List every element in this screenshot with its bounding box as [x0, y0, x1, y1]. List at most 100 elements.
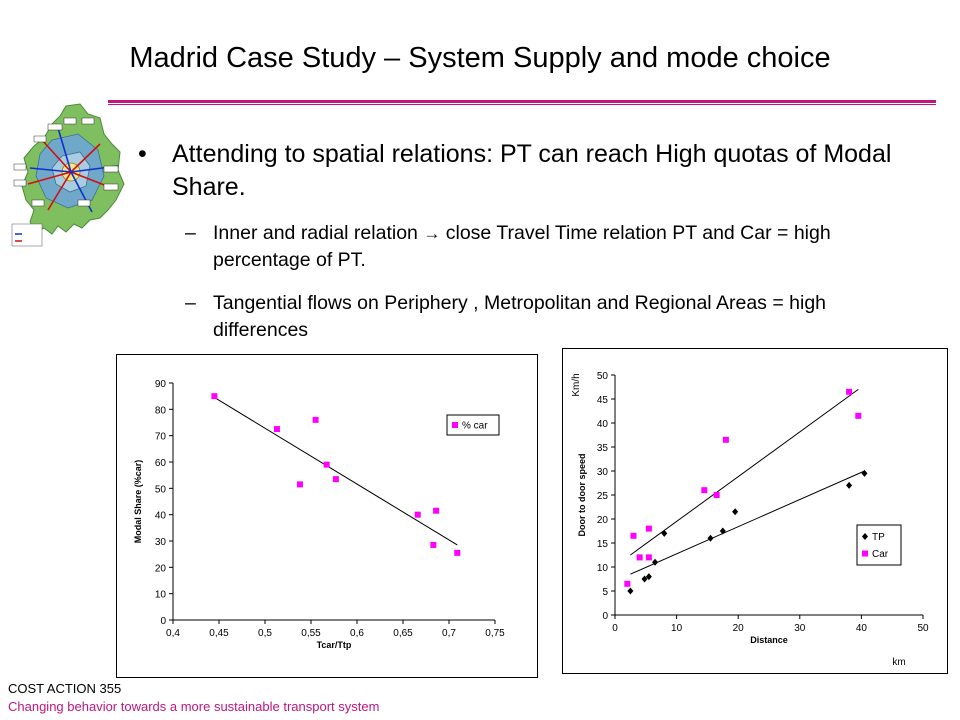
data-point-car: [332, 476, 339, 483]
y-axis-label: Door to door speed: [577, 454, 587, 537]
madrid-region-map: [11, 103, 125, 247]
data-point-car: [273, 426, 280, 433]
x-tick-label: 40: [856, 623, 868, 634]
data-point-car: [855, 412, 862, 419]
sub-bullet-2: Tangential flows on Periphery , Metropol…: [213, 292, 827, 341]
y-tick-label: 70: [155, 432, 167, 443]
y-tick-label: 0: [602, 611, 608, 622]
data-point-tp: [861, 469, 868, 477]
footer-subtitle: Changing behavior towards a more sustain…: [8, 699, 380, 714]
title-divider-thin: [108, 104, 936, 105]
y-tick-label: 10: [155, 590, 167, 601]
data-point-car: [312, 416, 319, 423]
x-unit-label: km: [892, 657, 905, 668]
data-point-car: [624, 580, 631, 587]
legend-box: [446, 414, 500, 436]
data-point-tp: [732, 508, 739, 516]
arrow-icon: →: [423, 224, 441, 243]
y-tick-label: 50: [155, 484, 167, 495]
data-point-car: [211, 393, 218, 400]
data-point-car: [296, 481, 303, 488]
sub-bullet-1: Inner and radial relation → close Travel…: [213, 220, 913, 274]
legend-marker: [862, 533, 868, 540]
x-tick-label: 0,45: [209, 628, 229, 639]
modal-share-chart: 0 10 20 30 40 50 60 70 80 90 0,4 0,45 0,5 0,55 0,6 0,65…: [116, 354, 538, 678]
x-tick-label: 0,75: [485, 628, 505, 639]
legend-marker: [452, 422, 458, 428]
y-tick-label: 35: [597, 443, 609, 454]
data-point-tp: [661, 529, 668, 537]
sub-bullet-1-lead: Inner and radial relation: [213, 222, 418, 244]
data-point-car: [846, 388, 853, 395]
trendline: [214, 397, 458, 546]
sub-bullet-dash: –: [185, 292, 196, 314]
data-point-car: [323, 461, 330, 468]
sub-bullet-1-rest: close Travel Time relation PT and Car = …: [213, 222, 831, 271]
sub-bullet-dash: –: [185, 222, 196, 244]
footer-organization: COST ACTION 355: [8, 681, 122, 696]
data-point-car: [636, 554, 643, 561]
y-unit-label: Km/h: [571, 373, 582, 396]
legend-label: Car: [872, 549, 889, 560]
legend-box: [856, 524, 902, 566]
x-tick-label: 0,4: [166, 628, 180, 639]
main-bullet: Attending to spatial relations: PT can r…: [172, 140, 892, 201]
y-tick-label: 20: [155, 563, 167, 574]
x-tick-label: 30: [794, 623, 806, 634]
legend-label: % car: [462, 421, 488, 432]
data-point-tp: [645, 573, 652, 581]
y-tick-label: 90: [155, 379, 167, 390]
x-tick-label: 0: [612, 623, 618, 634]
y-tick-label: 0: [160, 616, 166, 627]
y-tick-label: 30: [155, 537, 167, 548]
legend-marker: [862, 550, 868, 557]
speed-distance-plot: 0 5 10 15 20 25 30 35 40 45 50 0 10 20 30 40 50 Distance D…: [571, 371, 929, 668]
data-point-car: [430, 541, 437, 548]
y-tick-label: 40: [155, 511, 167, 522]
x-tick-label: 0,5: [258, 628, 272, 639]
data-point-tp: [641, 575, 648, 583]
data-point-car: [645, 525, 652, 532]
x-tick-label: 20: [733, 623, 745, 634]
data-point-car: [713, 492, 720, 498]
x-axis-label: Tcar/Ttp: [317, 640, 352, 650]
bullet-marker: •: [138, 140, 147, 168]
legend-label: TP: [872, 532, 885, 543]
trendline: [630, 470, 865, 575]
y-tick-label: 30: [597, 467, 609, 478]
y-tick-label: 25: [597, 491, 609, 502]
x-tick-label: 0,6: [350, 628, 364, 639]
y-tick-label: 10: [597, 563, 609, 574]
data-point-car: [433, 507, 440, 514]
data-point-tp: [846, 481, 853, 489]
y-tick-label: 40: [597, 419, 609, 430]
data-point-car: [701, 487, 708, 494]
x-tick-label: 0,55: [301, 628, 321, 639]
data-point-car: [722, 436, 729, 443]
data-point-tp: [652, 558, 659, 566]
x-tick-label: 10: [671, 623, 683, 634]
data-point-car: [645, 554, 652, 561]
trendline: [630, 388, 859, 556]
speed-distance-chart: 0 5 10 15 20 25 30 35 40 45 50 0 10 20 30 40 50 Distance D…: [562, 348, 948, 674]
y-tick-label: 20: [597, 515, 609, 526]
x-tick-label: 0,65: [393, 628, 413, 639]
slide-title: Madrid Case Study – System Supply and mo…: [129, 42, 831, 74]
y-axis-label: Modal Share (%car): [133, 460, 143, 544]
data-point-tp: [627, 587, 634, 595]
y-tick-label: 5: [602, 587, 608, 598]
x-tick-label: 0,7: [442, 628, 456, 639]
y-tick-label: 80: [155, 405, 167, 416]
data-point-car: [414, 511, 421, 518]
y-tick-label: 60: [155, 458, 167, 469]
title-divider: [108, 100, 936, 103]
data-point-car: [454, 549, 461, 556]
x-tick-label: 50: [917, 623, 929, 634]
x-axis-label: Distance: [750, 635, 788, 645]
data-point-tp: [707, 534, 714, 542]
data-point-tp: [719, 527, 726, 535]
y-tick-label: 50: [597, 371, 609, 382]
y-tick-label: 15: [597, 539, 609, 550]
data-point-car: [630, 532, 637, 539]
y-tick-label: 45: [597, 395, 609, 406]
